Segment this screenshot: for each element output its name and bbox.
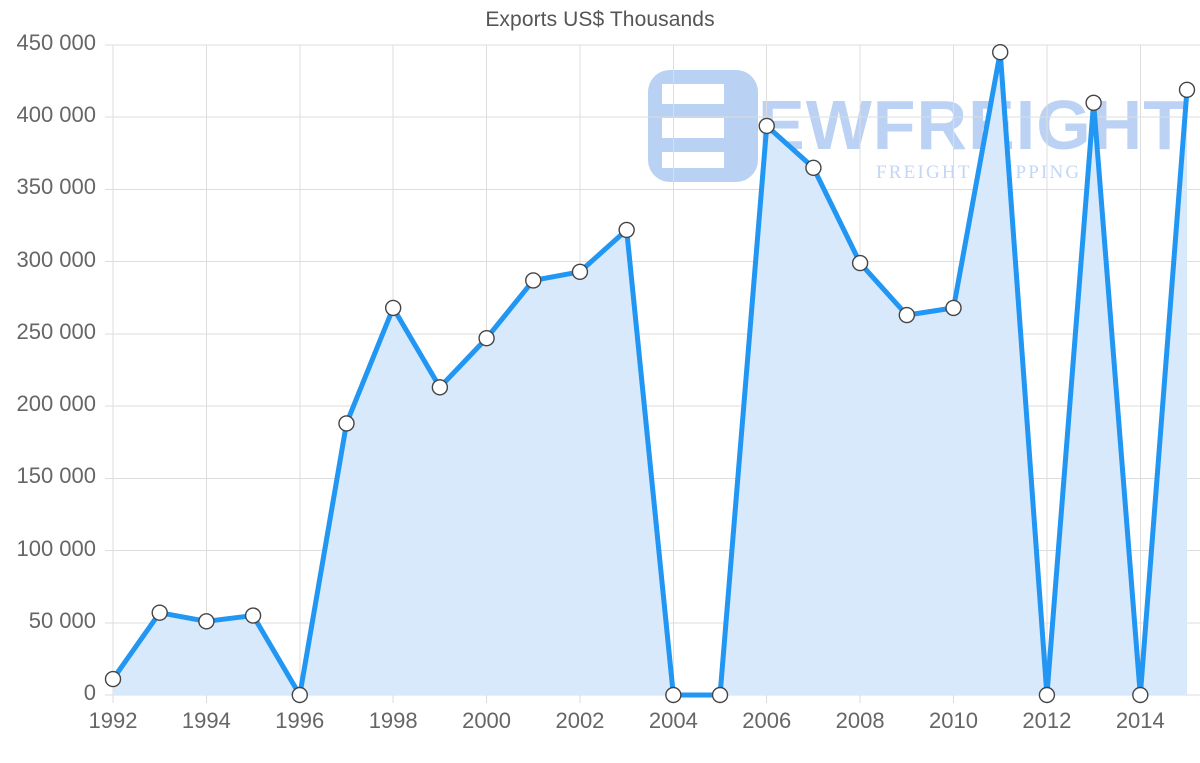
- data-point-marker[interactable]: [431, 379, 449, 396]
- data-point-marker[interactable]: [618, 221, 635, 239]
- data-point-marker[interactable]: [945, 299, 962, 317]
- data-point-marker[interactable]: [898, 306, 916, 324]
- data-point-marker[interactable]: [478, 330, 495, 347]
- data-point-marker[interactable]: [1178, 81, 1196, 98]
- data-point-marker[interactable]: [291, 686, 308, 704]
- data-point-marker[interactable]: [992, 44, 1009, 61]
- data-point-marker[interactable]: [571, 263, 589, 280]
- data-point-marker[interactable]: [104, 670, 122, 688]
- data-point-marker[interactable]: [1132, 686, 1149, 704]
- data-point-marker[interactable]: [151, 604, 168, 621]
- data-point-marker[interactable]: [758, 117, 775, 135]
- data-point-marker[interactable]: [1085, 94, 1102, 111]
- data-point-marker[interactable]: [198, 613, 215, 630]
- data-point-marker[interactable]: [338, 415, 355, 432]
- data-point-marker[interactable]: [244, 607, 262, 624]
- area-fill: [113, 52, 1187, 696]
- data-point-marker[interactable]: [1038, 686, 1056, 704]
- data-point-marker[interactable]: [525, 272, 542, 289]
- data-line: [110, 49, 1190, 698]
- data-point-marker[interactable]: [711, 686, 729, 704]
- data-point-marker[interactable]: [384, 299, 402, 317]
- data-point-marker[interactable]: [851, 254, 869, 272]
- data-point-marker[interactable]: [805, 159, 822, 176]
- data-point-markers: [104, 44, 1196, 704]
- data-point-marker[interactable]: [665, 686, 682, 704]
